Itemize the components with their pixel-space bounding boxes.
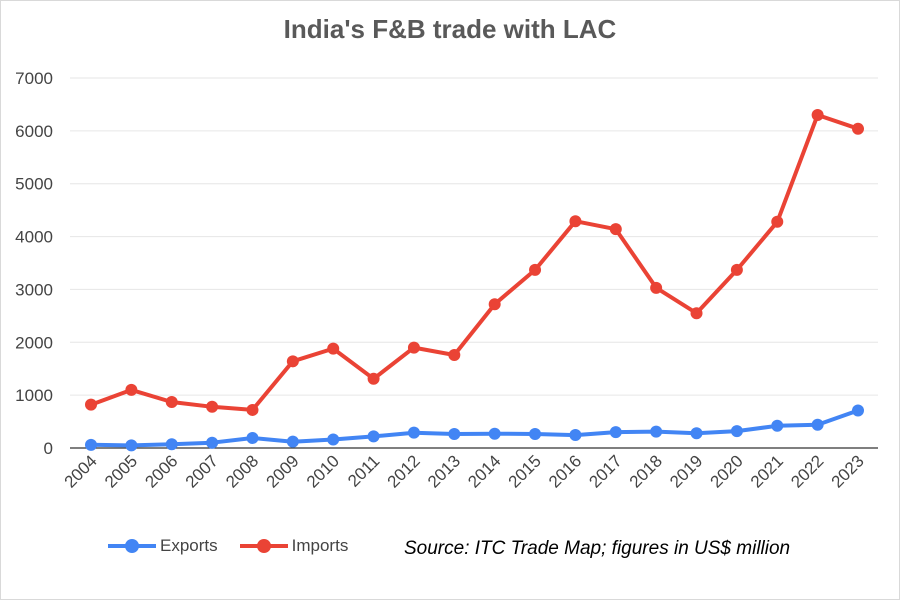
legend-label-exports: Exports bbox=[160, 536, 218, 555]
y-tick-label-1000: 1000 bbox=[15, 386, 53, 405]
data-point-exports-2021 bbox=[771, 419, 784, 432]
x-tick-label-2008: 2008 bbox=[222, 451, 262, 491]
x-tick-label-2016: 2016 bbox=[545, 451, 585, 491]
data-point-imports-2015 bbox=[529, 263, 542, 276]
x-tick-label-2005: 2005 bbox=[101, 451, 141, 491]
data-point-imports-2022 bbox=[811, 109, 824, 121]
y-tick-label-5000: 5000 bbox=[15, 175, 53, 194]
y-tick-label-7000: 7000 bbox=[15, 69, 53, 88]
x-tick-label-2022: 2022 bbox=[787, 451, 827, 491]
data-point-exports-2005 bbox=[125, 439, 138, 452]
source-note: Source: ITC Trade Map; figures in US$ mi… bbox=[404, 538, 791, 559]
data-point-exports-2020 bbox=[730, 425, 743, 438]
data-point-exports-2019 bbox=[690, 427, 703, 440]
data-point-exports-2004 bbox=[85, 438, 97, 451]
x-tick-label-2017: 2017 bbox=[585, 451, 625, 491]
data-point-imports-2019 bbox=[690, 307, 703, 320]
series-line-imports bbox=[89, 113, 860, 412]
x-tick-label-2010: 2010 bbox=[303, 451, 343, 491]
data-point-imports-2007 bbox=[206, 400, 219, 413]
legend-item-exports: Exports bbox=[108, 536, 218, 556]
data-point-imports-2004 bbox=[85, 398, 97, 411]
data-point-imports-2009 bbox=[286, 355, 299, 368]
data-point-imports-2017 bbox=[609, 223, 622, 236]
x-tick-label-2015: 2015 bbox=[505, 451, 545, 491]
data-point-imports-2008 bbox=[246, 403, 259, 416]
y-tick-label-4000: 4000 bbox=[15, 228, 53, 247]
data-point-exports-2012 bbox=[407, 426, 420, 439]
x-tick-label-2007: 2007 bbox=[182, 451, 222, 491]
data-point-imports-2013 bbox=[448, 348, 461, 361]
x-tick-label-2021: 2021 bbox=[747, 451, 787, 491]
x-tick-label-2004: 2004 bbox=[61, 451, 101, 491]
data-point-imports-2011 bbox=[367, 372, 380, 385]
data-point-imports-2020 bbox=[730, 263, 743, 276]
data-point-exports-2011 bbox=[367, 430, 380, 443]
data-point-exports-2013 bbox=[448, 427, 461, 440]
data-point-imports-2023 bbox=[852, 122, 864, 135]
chart-title: India's F&B trade with LAC bbox=[283, 14, 617, 44]
x-tick-label-2013: 2013 bbox=[424, 451, 464, 491]
y-tick-label-2000: 2000 bbox=[15, 333, 53, 352]
y-tick-label-3000: 3000 bbox=[15, 280, 53, 299]
legend-label-imports: Imports bbox=[291, 536, 349, 555]
data-point-exports-2007 bbox=[206, 436, 219, 449]
data-point-imports-2018 bbox=[650, 281, 663, 294]
y-tick-label-6000: 6000 bbox=[15, 122, 53, 141]
data-point-imports-2006 bbox=[165, 396, 178, 409]
x-tick-label-2018: 2018 bbox=[626, 451, 666, 491]
x-tick-label-2009: 2009 bbox=[262, 451, 302, 491]
data-point-exports-2009 bbox=[286, 435, 299, 448]
data-point-imports-2010 bbox=[327, 342, 340, 355]
legend-swatch-exports bbox=[108, 539, 156, 553]
legend-item-imports: Imports bbox=[239, 536, 349, 556]
data-point-exports-2008 bbox=[246, 431, 259, 444]
chart-legend: Exports Imports bbox=[108, 536, 370, 556]
legend-swatch-imports bbox=[239, 539, 288, 553]
data-point-exports-2015 bbox=[529, 427, 542, 440]
data-point-imports-2021 bbox=[771, 215, 784, 228]
data-point-exports-2023 bbox=[852, 404, 864, 417]
data-point-exports-2018 bbox=[650, 425, 663, 438]
x-tick-label-2011: 2011 bbox=[344, 451, 383, 490]
data-point-exports-2017 bbox=[609, 426, 622, 439]
series-line-exports bbox=[89, 408, 860, 448]
x-tick-label-2019: 2019 bbox=[666, 451, 706, 491]
x-tick-label-2012: 2012 bbox=[384, 451, 424, 491]
data-point-imports-2014 bbox=[488, 298, 501, 311]
data-point-imports-2005 bbox=[125, 383, 138, 396]
y-tick-label-0: 0 bbox=[44, 439, 53, 458]
x-tick-label-2006: 2006 bbox=[141, 451, 181, 491]
data-point-imports-2016 bbox=[569, 215, 582, 228]
data-point-exports-2010 bbox=[327, 433, 340, 446]
data-point-exports-2006 bbox=[165, 438, 178, 451]
data-point-exports-2016 bbox=[569, 429, 582, 442]
data-point-exports-2014 bbox=[488, 427, 501, 440]
data-point-exports-2022 bbox=[811, 418, 824, 431]
x-tick-label-2014: 2014 bbox=[464, 451, 504, 491]
x-tick-label-2023: 2023 bbox=[828, 451, 868, 491]
data-point-imports-2012 bbox=[407, 341, 420, 354]
x-tick-label-2020: 2020 bbox=[707, 451, 747, 491]
